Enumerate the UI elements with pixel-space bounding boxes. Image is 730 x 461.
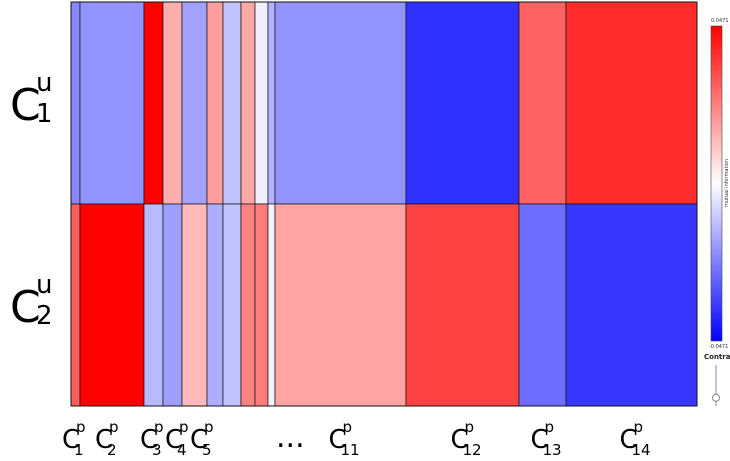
column-label-sub: 5 xyxy=(202,441,212,459)
heatmap-cell xyxy=(222,203,242,407)
heatmap-cell xyxy=(274,1,407,205)
column-label: Cp 4 xyxy=(165,418,189,459)
column-label-sub: 4 xyxy=(177,441,187,459)
heatmap-cell xyxy=(240,203,256,407)
column-label-sup: p xyxy=(343,418,353,436)
column-label-sub: 12 xyxy=(463,441,482,459)
column-label-base: C xyxy=(531,425,549,455)
column-label: Cp 13 xyxy=(531,418,562,459)
heatmap-cell xyxy=(206,203,224,407)
column-label-sup: p xyxy=(634,418,644,436)
column-label-base: C xyxy=(165,425,183,455)
heatmap-cell xyxy=(405,1,520,205)
contrast-control[interactable]: Contrast xyxy=(704,353,730,406)
column-label-sup: p xyxy=(179,418,189,436)
column-label-sup: p xyxy=(204,418,214,436)
column-label-sup: p xyxy=(109,418,119,436)
heatmap-cell xyxy=(79,1,145,205)
column-label: Cp 5 xyxy=(190,418,214,459)
colorbar-title: mutual information xyxy=(724,159,730,207)
heatmap-cell xyxy=(70,1,81,205)
heatmap-cell xyxy=(162,1,183,205)
heatmap-cell xyxy=(274,203,407,407)
row-label-sub: 2 xyxy=(36,301,53,331)
column-label-base: C xyxy=(62,425,80,455)
heatmap-border xyxy=(70,1,698,407)
heatmap-cell xyxy=(79,203,145,407)
heatmap-cell xyxy=(222,1,242,205)
heatmap-cell xyxy=(143,203,164,407)
row-label: Cu1 xyxy=(10,68,53,131)
contrast-slider-knob[interactable] xyxy=(712,393,720,402)
heatmap-cell xyxy=(518,203,567,407)
column-label: Cp 11 xyxy=(329,418,360,459)
heatmap-cell xyxy=(206,1,224,205)
heatmap-cell xyxy=(70,203,81,407)
column-label-base: C xyxy=(451,425,469,455)
column-label: Cp 12 xyxy=(451,418,482,459)
column-label-sub: 11 xyxy=(341,441,360,459)
column-label-sup: p xyxy=(76,418,86,436)
row-label-base: C xyxy=(10,282,41,333)
heatmap-cell xyxy=(267,1,276,205)
column-label-base: C xyxy=(329,425,347,455)
row-label-sup: u xyxy=(36,270,52,300)
heatmap-cell xyxy=(405,203,520,407)
column-label-base: C xyxy=(190,425,208,455)
column-label-sub: 13 xyxy=(543,441,562,459)
column-label: Cp 2 xyxy=(95,418,119,459)
column-label-base: C xyxy=(620,425,638,455)
column-label-sub: 1 xyxy=(74,441,84,459)
column-label: Cp 3 xyxy=(140,418,164,459)
heatmap-cell xyxy=(267,203,276,407)
column-label: Cp 1 xyxy=(62,418,86,459)
heatmap-cells xyxy=(70,1,698,407)
row-label-sup: u xyxy=(36,68,52,98)
heatmap-cell xyxy=(162,203,183,407)
column-label-sup: p xyxy=(545,418,555,436)
heatmap-cell xyxy=(240,1,256,205)
colorbar-gradient xyxy=(710,25,723,342)
heatmap-cell xyxy=(518,1,567,205)
column-label-sub: 2 xyxy=(107,441,117,459)
row-label: Cu2 xyxy=(10,270,53,333)
column-label-sub: 14 xyxy=(632,441,651,459)
heatmap-cell xyxy=(254,1,269,205)
heatmap-cell xyxy=(143,1,164,205)
column-label-sup: p xyxy=(154,418,164,436)
colorbar-min-label: -0.0471 xyxy=(709,344,728,350)
column-label-base: C xyxy=(140,425,158,455)
heatmap-cell xyxy=(565,1,698,205)
column-label-base: C xyxy=(95,425,113,455)
column-ellipsis: ... xyxy=(276,420,305,455)
column-label-sub: 3 xyxy=(152,441,162,459)
colorbar: 0.0471 -0.0471 mutual information xyxy=(709,18,730,350)
heatmap-cell xyxy=(181,1,208,205)
contrast-label: Contrast xyxy=(704,353,730,361)
colorbar-max-label: 0.0471 xyxy=(711,18,729,24)
heatmap-cell xyxy=(565,203,698,407)
heatmap-cell xyxy=(254,203,269,407)
heatmap-cell xyxy=(181,203,208,407)
row-label-base: C xyxy=(10,80,41,131)
row-label-sub: 1 xyxy=(36,99,53,129)
column-label-sup: p xyxy=(465,418,475,436)
column-label: Cp 14 xyxy=(620,418,651,459)
